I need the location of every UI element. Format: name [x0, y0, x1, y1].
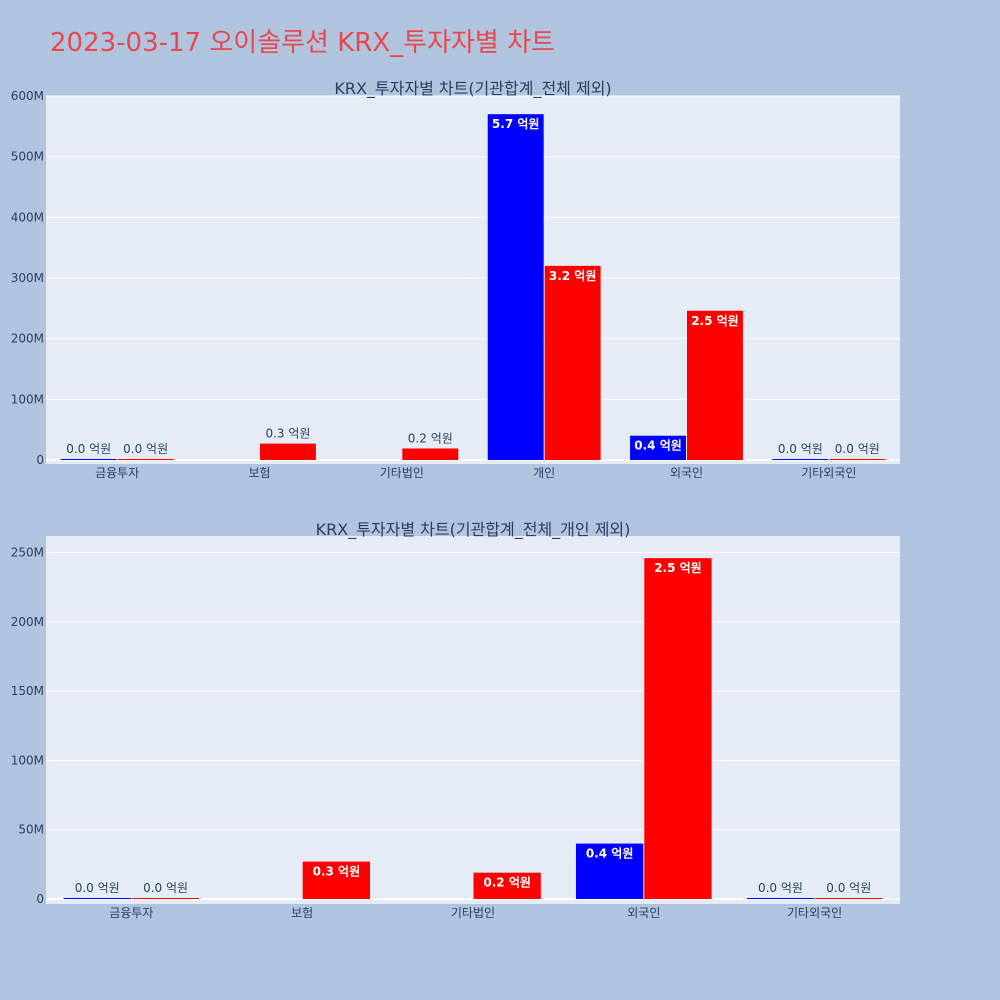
bar	[131, 898, 200, 899]
bar-value-label: 0.4 억원	[586, 847, 634, 861]
bar	[630, 435, 686, 460]
bar	[60, 459, 117, 460]
x-tick-label: 외국인	[670, 466, 703, 480]
bar	[402, 448, 459, 460]
y-tick-label: 0	[36, 453, 44, 467]
bar	[260, 443, 316, 460]
bar-value-label: 3.2 억원	[549, 269, 597, 283]
x-tick-label: 보험	[291, 906, 313, 920]
x-tick-label: 외국인	[627, 906, 660, 920]
bar-value-label: 2.5 억원	[691, 314, 739, 328]
bar-value-label: 0.0 억원	[75, 881, 120, 895]
bar	[487, 114, 544, 460]
bar-value-label: 2.5 억원	[654, 561, 702, 575]
y-tick-label: 500M	[11, 150, 44, 164]
y-tick-label: 0	[36, 892, 44, 906]
bar-value-label: 0.0 억원	[66, 442, 111, 456]
bar-value-label: 0.0 억원	[826, 881, 871, 895]
y-tick-label: 200M	[11, 332, 44, 346]
bar	[63, 898, 131, 899]
bar	[575, 843, 644, 899]
y-tick-label: 100M	[11, 753, 44, 767]
x-tick-label: 금융투자	[95, 466, 139, 480]
x-tick-label: 기타외국인	[787, 906, 842, 920]
bar-value-label: 0.4 억원	[634, 439, 682, 453]
x-tick-label: 기타법인	[380, 466, 424, 480]
x-tick-label: 보험	[248, 466, 270, 480]
bar-value-label: 0.2 억원	[408, 431, 453, 445]
bar-value-label: 0.0 억원	[123, 442, 168, 456]
x-tick-label: 기타법인	[451, 906, 495, 920]
y-tick-label: 600M	[11, 89, 44, 103]
bar	[829, 459, 886, 460]
y-tick-label: 150M	[11, 684, 44, 698]
bar-value-label: 0.0 억원	[758, 881, 803, 895]
page-title: 2023-03-17 오이솔루션 KRX_투자자별 차트	[50, 28, 555, 58]
bar-value-label: 0.2 억원	[483, 876, 531, 890]
bar	[746, 898, 815, 899]
bar-value-label: 0.0 억원	[778, 442, 823, 456]
bar	[473, 872, 541, 899]
bar	[544, 265, 601, 460]
bar	[815, 898, 883, 899]
plot-area-2	[46, 536, 900, 904]
bar	[772, 459, 829, 460]
y-tick-label: 200M	[11, 615, 44, 629]
y-tick-label: 300M	[11, 271, 44, 285]
bar	[687, 310, 743, 460]
bar-value-label: 0.0 억원	[143, 881, 188, 895]
bar-value-label: 0.3 억원	[265, 427, 310, 441]
bar-value-label: 0.0 억원	[835, 442, 880, 456]
y-tick-label: 400M	[11, 210, 44, 224]
bar-value-label: 0.3 억원	[313, 865, 361, 879]
chart-title-2: KRX_투자자별 차트(기관합계_전체_개인 제외)	[316, 520, 631, 540]
y-tick-label: 50M	[18, 823, 44, 837]
x-tick-label: 개인	[533, 466, 555, 480]
y-tick-label: 100M	[11, 392, 44, 406]
chart-title-1: KRX_투자자별 차트(기관합계_전체 제외)	[334, 79, 611, 99]
plot-area-1	[46, 96, 900, 464]
bar	[117, 459, 174, 460]
x-tick-label: 기타외국인	[801, 466, 856, 480]
bar	[644, 558, 712, 899]
x-tick-label: 금융투자	[109, 906, 153, 920]
bar-value-label: 5.7 억원	[492, 117, 540, 131]
y-tick-label: 250M	[11, 546, 44, 560]
bar	[302, 861, 371, 899]
